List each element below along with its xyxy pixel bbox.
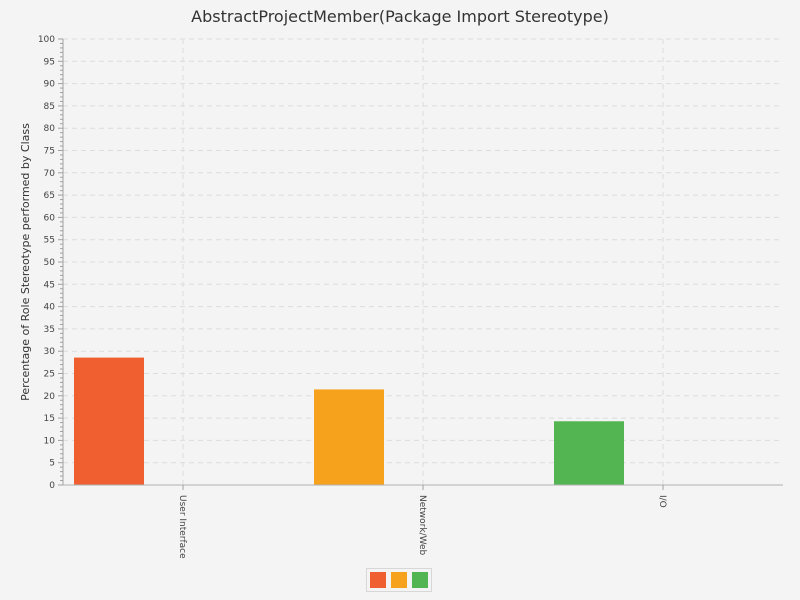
- chart-title: AbstractProjectMember(Package Import Ste…: [191, 7, 609, 26]
- y-tick-label: 85: [44, 102, 55, 112]
- axes: 0 5 10 15 20 25 30 35 40 45 50 55 60 65 70 75 80 85 90 95 10…: [38, 35, 783, 559]
- y-tick-label: 5: [49, 459, 55, 469]
- y-tick-label: 90: [44, 80, 56, 90]
- bar-network-web[interactable]: [314, 389, 384, 485]
- y-tick-label: 25: [44, 370, 55, 380]
- legend-swatch-1: [370, 572, 386, 588]
- x-tick-label: I/O: [657, 495, 667, 508]
- y-tick-label: 40: [44, 303, 56, 313]
- x-tick-label: Network/Web: [417, 495, 427, 556]
- y-tick-label: 0: [49, 481, 55, 491]
- legend-swatch-3: [412, 572, 428, 588]
- x-tick-label: User Interface: [177, 495, 187, 559]
- y-tick-label: 100: [38, 35, 55, 45]
- bar-i-o[interactable]: [554, 421, 624, 485]
- y-tick-label: 35: [44, 325, 55, 335]
- y-tick-label: 95: [44, 57, 55, 67]
- y-tick-label: 80: [44, 124, 56, 134]
- y-tick-label: 50: [44, 258, 56, 268]
- y-tick-label: 10: [44, 436, 56, 446]
- y-tick-label: 60: [44, 213, 56, 223]
- legend: [366, 568, 432, 592]
- y-tick-label: 30: [44, 347, 56, 357]
- y-tick-label: 45: [44, 280, 55, 290]
- y-tick-label: 70: [44, 169, 56, 179]
- y-tick-label: 75: [44, 147, 55, 157]
- y-tick-label: 65: [44, 191, 55, 201]
- gridlines: [63, 38, 783, 485]
- y-tick-label: 15: [44, 414, 55, 424]
- y-tick-label: 20: [44, 392, 56, 402]
- bars: [74, 357, 624, 485]
- legend-swatch-2: [391, 572, 407, 588]
- bar-user-interface[interactable]: [74, 357, 144, 485]
- y-tick-label: 55: [44, 236, 55, 246]
- y-axis-title: Percentage of Role Stereotype performed …: [19, 123, 32, 401]
